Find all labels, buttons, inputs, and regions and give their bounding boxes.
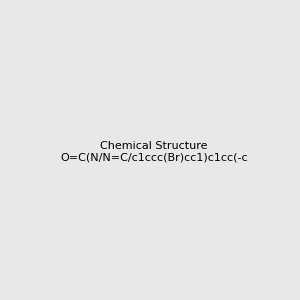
Text: Chemical Structure
O=C(N/N=C/c1ccc(Br)cc1)c1cc(-c: Chemical Structure O=C(N/N=C/c1ccc(Br)cc… <box>60 141 248 162</box>
